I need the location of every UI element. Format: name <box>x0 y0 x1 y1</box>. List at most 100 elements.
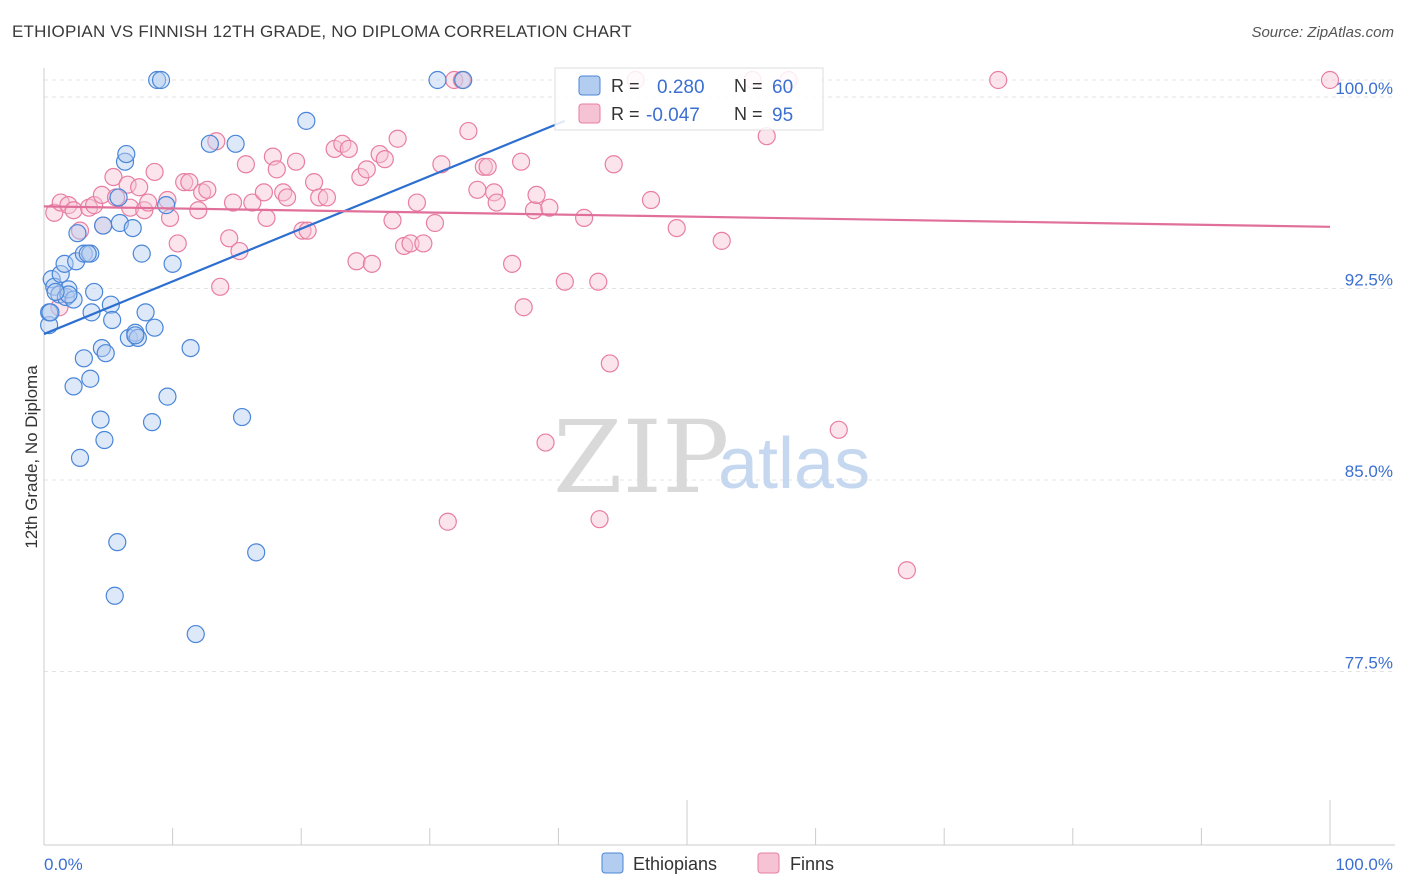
finns-point-55 <box>388 129 407 148</box>
ethiopians-point-19 <box>85 282 104 302</box>
ethiopians-point-17 <box>81 369 100 388</box>
trend-lines <box>43 119 1331 336</box>
ethiopians-point-42 <box>151 70 171 90</box>
ethiopians-point-10 <box>64 377 83 396</box>
ethiopians-point-28 <box>108 533 127 552</box>
ethiopians-point-29 <box>109 188 128 207</box>
ethiopians-point-44 <box>158 387 177 406</box>
finns-point-5 <box>70 221 90 240</box>
finns-point-39 <box>286 152 306 171</box>
ethiopians-point-51 <box>247 543 266 562</box>
finns-point-47 <box>339 139 358 159</box>
x-tick-marks <box>172 800 1331 845</box>
finns-point-22 <box>180 173 199 192</box>
ethiopians-point-41 <box>148 70 167 90</box>
y-axis-label: 12th Grade, No Diploma <box>22 365 41 549</box>
ethiopians-point-36 <box>128 328 147 347</box>
finns-point-24 <box>193 183 212 202</box>
ethiopians-point-55 <box>41 303 60 322</box>
finns-point-54 <box>383 211 402 230</box>
finns-trend-line <box>43 205 1331 228</box>
finns-r-label: R = <box>611 104 640 124</box>
finns-point-78 <box>555 272 574 291</box>
ethiopians-point-39 <box>142 413 162 432</box>
ethiopians-point-20 <box>91 410 110 429</box>
watermark: ZIP atlas <box>553 399 870 516</box>
finns-point-79 <box>575 208 594 227</box>
stats-legend: R = 0.280 N = 60 R = -0.047 N = 95 <box>554 67 824 131</box>
ethiopians-point-53 <box>428 70 447 90</box>
finns-r-value: -0.047 <box>646 105 700 126</box>
bottom-legend-finns-swatch <box>757 852 780 874</box>
finns-point-17 <box>145 162 164 182</box>
finns-point-14 <box>130 178 149 197</box>
ethiopians-point-24 <box>96 344 115 363</box>
bottom-legend-ethiopians-label: Ethiopians <box>633 854 717 874</box>
finns-point-51 <box>362 254 382 273</box>
finns-point-32 <box>243 193 262 212</box>
finns-point-25 <box>198 180 217 199</box>
finns-point-53 <box>375 150 394 169</box>
watermark-zip: ZIP <box>553 399 729 516</box>
ethiopians-point-57 <box>78 244 97 263</box>
ethiopians-r-value: 0.280 <box>657 77 705 98</box>
finns-swatch <box>578 103 601 124</box>
finns-point-76 <box>536 433 555 452</box>
finns-point-10 <box>104 167 123 187</box>
finns-point-23 <box>189 201 208 220</box>
y-tick-labels: 100.0% 92.5% 85.0% 77.5% <box>1335 79 1393 673</box>
finns-point-3 <box>59 196 78 215</box>
finns-point-1 <box>50 298 69 317</box>
finns-point-43 <box>310 188 329 207</box>
ethiopians-point-43 <box>157 196 176 215</box>
finns-point-4 <box>64 201 83 220</box>
ethiopians-point-46 <box>181 339 200 358</box>
watermark-atlas: atlas <box>718 424 870 504</box>
ethiopians-n-label: N = <box>734 76 763 96</box>
finns-point-28 <box>220 229 239 248</box>
finns-point-52 <box>370 144 389 164</box>
finns-point-87 <box>712 231 731 250</box>
finns-point-57 <box>401 234 420 253</box>
finns-point-86 <box>667 218 686 238</box>
ethiopians-swatch <box>578 75 601 96</box>
finns-point-65 <box>459 121 478 141</box>
ethiopians-point-38 <box>136 303 155 322</box>
chart-title: ETHIOPIAN VS FINNISH 12TH GRADE, NO DIPL… <box>12 22 632 41</box>
finns-point-81 <box>590 510 609 529</box>
source-label: Source: ZipAtlas.com <box>1251 24 1394 41</box>
ethiopians-point-9 <box>64 290 83 309</box>
bottom-legend-ethiopians-swatch <box>601 852 624 874</box>
ethiopians-point-34 <box>123 218 142 238</box>
finns-point-50 <box>357 160 376 179</box>
finns-point-93 <box>989 70 1008 90</box>
ethiopians-point-23 <box>95 430 114 450</box>
finns-point-62 <box>438 512 457 531</box>
ethiopians-point-13 <box>70 448 90 467</box>
finns-point-72 <box>512 152 531 171</box>
finns-point-85 <box>641 190 661 210</box>
finns-n-value: 95 <box>772 105 793 126</box>
x-tick-label-left: 0.0% <box>44 855 83 874</box>
finns-point-80 <box>589 272 608 291</box>
y-tick-label-0: 100.0% <box>1335 79 1393 98</box>
axes <box>43 68 1395 846</box>
ethiopians-point-48 <box>200 134 219 153</box>
ethiopians-r-label: R = <box>611 76 640 96</box>
ethiopians-point-50 <box>232 407 252 427</box>
bottom-legend: Ethiopians Finns <box>601 852 834 874</box>
finns-points <box>45 70 1340 580</box>
finns-point-59 <box>414 234 433 253</box>
finns-point-75 <box>527 185 546 204</box>
x-tick-label-right: 100.0% <box>1335 855 1393 874</box>
finns-point-21 <box>175 173 194 192</box>
ethiopians-point-12 <box>68 224 87 243</box>
ethiopians-point-31 <box>115 152 135 171</box>
ethiopians-point-32 <box>117 144 136 164</box>
finns-point-29 <box>223 193 243 212</box>
finns-point-92 <box>897 561 917 580</box>
finns-point-20 <box>168 234 187 253</box>
ethiopians-point-58 <box>126 326 145 345</box>
ethiopians-points <box>40 70 473 644</box>
